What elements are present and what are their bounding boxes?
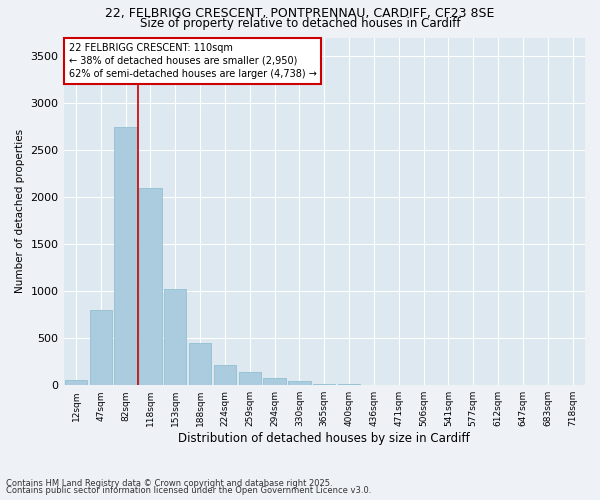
Text: 22, FELBRIGG CRESCENT, PONTPRENNAU, CARDIFF, CF23 8SE: 22, FELBRIGG CRESCENT, PONTPRENNAU, CARD… — [106, 8, 494, 20]
Text: 22 FELBRIGG CRESCENT: 110sqm
← 38% of detached houses are smaller (2,950)
62% of: 22 FELBRIGG CRESCENT: 110sqm ← 38% of de… — [69, 42, 317, 79]
X-axis label: Distribution of detached houses by size in Cardiff: Distribution of detached houses by size … — [178, 432, 470, 445]
Y-axis label: Number of detached properties: Number of detached properties — [15, 130, 25, 294]
Bar — [239, 372, 261, 385]
Bar — [338, 384, 360, 385]
Bar — [164, 289, 187, 385]
Bar — [189, 343, 211, 385]
Bar — [313, 384, 335, 385]
Bar — [214, 364, 236, 385]
Bar — [89, 310, 112, 385]
Text: Contains HM Land Registry data © Crown copyright and database right 2025.: Contains HM Land Registry data © Crown c… — [6, 478, 332, 488]
Bar — [139, 188, 161, 385]
Text: Contains public sector information licensed under the Open Government Licence v3: Contains public sector information licen… — [6, 486, 371, 495]
Bar — [65, 380, 87, 385]
Bar — [263, 378, 286, 385]
Bar — [288, 381, 311, 385]
Text: Size of property relative to detached houses in Cardiff: Size of property relative to detached ho… — [140, 18, 460, 30]
Bar — [115, 127, 137, 385]
